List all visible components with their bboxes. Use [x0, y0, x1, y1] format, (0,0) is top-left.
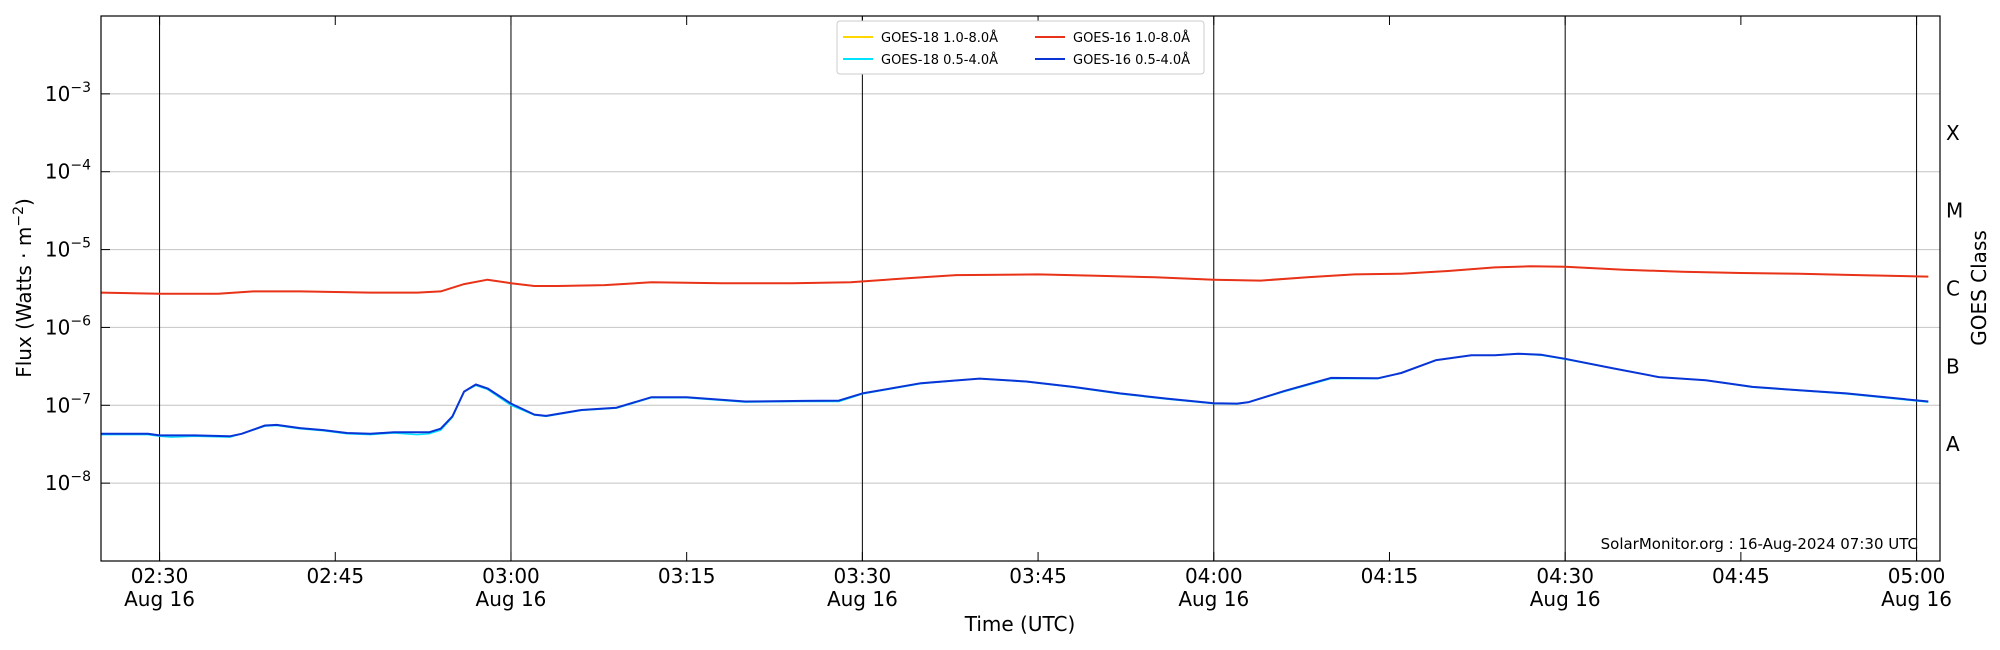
- y-tick-label: 10−6: [45, 313, 91, 339]
- x-tick-date-label: Aug 16: [1178, 587, 1249, 611]
- legend-label: GOES-18 1.0-8.0Å: [881, 30, 998, 46]
- goes-class-axis: A B C M X: [1946, 121, 1963, 456]
- y-tick-label: 10−8: [45, 469, 91, 495]
- legend-box: [836, 20, 1205, 75]
- x-tick-date-label: Aug 16: [124, 587, 195, 611]
- goes-class-label: M: [1946, 199, 1963, 223]
- y-axis-ticks: 10−8 10−7 10−6 10−5 10−4 10−3: [45, 80, 110, 495]
- goes-class-label: C: [1946, 277, 1960, 301]
- y-tick-label: 10−4: [45, 158, 91, 184]
- goes-class-label: X: [1946, 121, 1960, 145]
- y-tick-label: 10−7: [45, 391, 91, 417]
- goes-class-label: B: [1946, 354, 1960, 378]
- x-tick-date-label: Aug 16: [1530, 587, 1601, 611]
- x-tick-label: 02:30: [131, 564, 189, 588]
- day-vertical-lines: [159, 16, 1918, 561]
- x-tick-label: 04:45: [1712, 564, 1770, 588]
- x-tick-date-label: Aug 16: [827, 587, 898, 611]
- x-tick-label: 04:30: [1536, 564, 1594, 588]
- x-tick-label: 03:45: [1009, 564, 1067, 588]
- series-lines: [101, 265, 1929, 438]
- x-tick-label: 05:00: [1888, 564, 1946, 588]
- credit-annotation: SolarMonitor.org : 16-Aug-2024 07:30 UTC: [1601, 535, 1918, 553]
- series-line-3: [101, 352, 1929, 438]
- y-tick-label: 10−5: [45, 236, 91, 262]
- x-tick-label: 04:15: [1361, 564, 1419, 588]
- x-tick-label: 03:30: [834, 564, 892, 588]
- x-axis-label: Time (UTC): [964, 612, 1076, 636]
- legend-label: GOES-18 0.5-4.0Å: [881, 52, 998, 68]
- y-tick-label: 10−3: [45, 80, 91, 106]
- goes-class-axis-label: GOES Class: [1967, 230, 1991, 346]
- x-tick-date-label: Aug 16: [1881, 587, 1952, 611]
- legend-label: GOES-16 1.0-8.0Å: [1073, 30, 1190, 46]
- legend-label: GOES-16 0.5-4.0Å: [1073, 52, 1190, 68]
- series-line-1: [101, 265, 1929, 295]
- legend: GOES-18 1.0-8.0Å GOES-18 0.5-4.0Å GOES-16 …: [836, 20, 1205, 75]
- x-tick-date-label: Aug 16: [476, 587, 547, 611]
- goes-class-label: A: [1946, 432, 1960, 456]
- x-tick-label: 02:45: [306, 564, 364, 588]
- horizontal-grid: [101, 93, 1940, 484]
- x-tick-label: 03:15: [658, 564, 716, 588]
- x-tick-label: 04:00: [1185, 564, 1243, 588]
- plot-frame: [100, 15, 1941, 562]
- x-tick-label: 03:00: [482, 564, 540, 588]
- y-axis-label: Flux (Watts · m−2): [11, 198, 36, 378]
